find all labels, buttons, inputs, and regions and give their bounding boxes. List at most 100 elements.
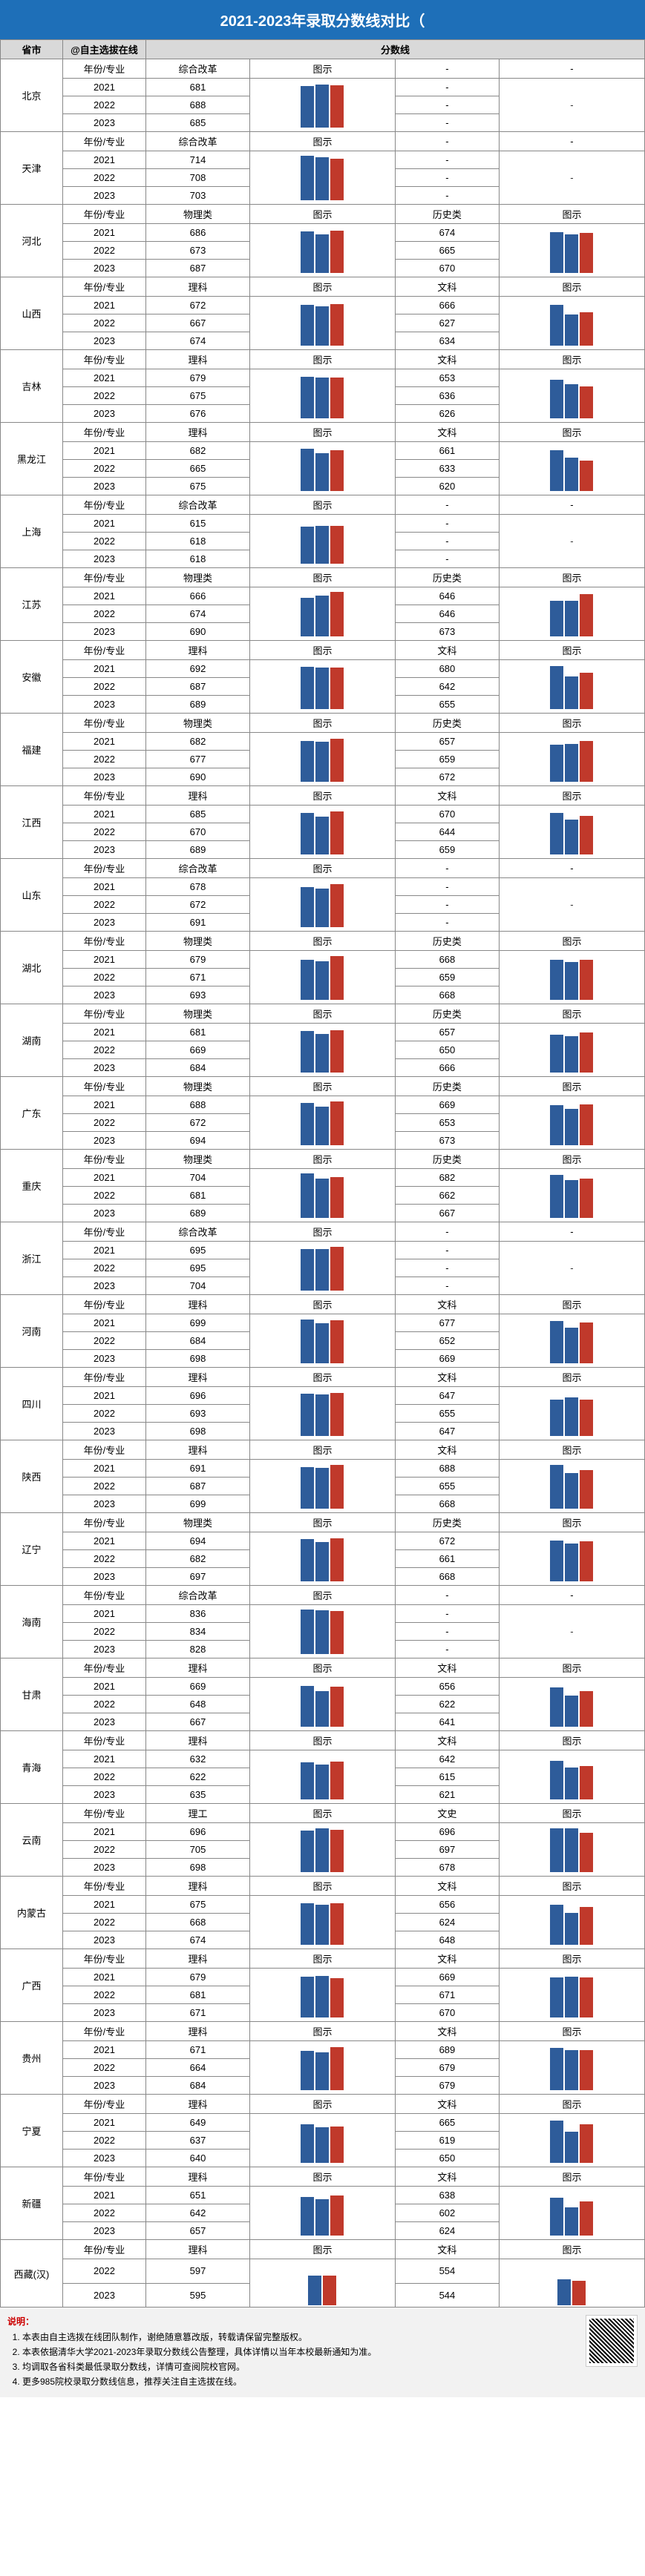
score2-cell: - <box>395 96 499 114</box>
score1-cell: 679 <box>145 951 249 969</box>
score2-cell: 636 <box>395 387 499 405</box>
chart2-header: 图示 <box>499 205 644 224</box>
score1-cell: 649 <box>145 2114 249 2132</box>
score2-cell: 655 <box>395 696 499 714</box>
province-cell: 内蒙古 <box>1 1877 63 1949</box>
year-cell: 2023 <box>62 1641 145 1658</box>
province-cell: 青海 <box>1 1731 63 1804</box>
chart1-header: 图示 <box>249 2240 395 2259</box>
year-cell: 2021 <box>62 2041 145 2059</box>
score2-cell: - <box>395 1605 499 1623</box>
year-cell: 2022 <box>62 1187 145 1205</box>
chart2-header: - <box>499 132 644 151</box>
year-major-header: 年份/专业 <box>62 1731 145 1750</box>
year-cell: 2023 <box>62 1205 145 1222</box>
score2-cell: 634 <box>395 332 499 350</box>
score1-cell: 666 <box>145 587 249 605</box>
score2-cell: 655 <box>395 1478 499 1495</box>
score1-cell: 678 <box>145 878 249 896</box>
score2-cell: 697 <box>395 1841 499 1859</box>
province-cell: 四川 <box>1 1368 63 1440</box>
chart1-cell <box>249 1750 395 1804</box>
score2-cell: - <box>395 550 499 568</box>
year-major-header: 年份/专业 <box>62 641 145 660</box>
footer-notes: 本表由自主选拨在线团队制作，谢绝随意篡改版，转载请保留完整版权。本表依据清华大学… <box>22 2330 638 2388</box>
year-cell: 2021 <box>62 951 145 969</box>
score1-cell: 657 <box>145 2222 249 2240</box>
score2-cell: 696 <box>395 1823 499 1841</box>
year-cell: 2022 <box>62 1914 145 1931</box>
chart1-cell <box>249 1096 395 1150</box>
year-cell: 2023 <box>62 1931 145 1949</box>
score2-cell: 642 <box>395 678 499 696</box>
chart1-header: 图示 <box>249 859 395 878</box>
score1-cell: 704 <box>145 1169 249 1187</box>
chart1-cell <box>249 1896 395 1949</box>
score2-cell: - <box>395 1623 499 1641</box>
major1-header: 理科 <box>145 2167 249 2187</box>
chart1-cell <box>249 2187 395 2240</box>
chart2-cell <box>499 2259 644 2307</box>
chart1-cell <box>249 1242 395 1295</box>
chart2-header: 图示 <box>499 714 644 733</box>
score1-cell: 690 <box>145 623 249 641</box>
major1-header: 理科 <box>145 1658 249 1678</box>
score2-cell: - <box>395 515 499 533</box>
chart2-cell <box>499 1750 644 1804</box>
score1-cell: 622 <box>145 1768 249 1786</box>
score2-cell: 642 <box>395 1750 499 1768</box>
year-major-header: 年份/专业 <box>62 859 145 878</box>
year-major-header: 年份/专业 <box>62 1586 145 1605</box>
score1-cell: 635 <box>145 1786 249 1804</box>
major1-header: 理科 <box>145 423 249 442</box>
chart1-header: 图示 <box>249 1586 395 1605</box>
major2-header: 文科 <box>395 786 499 806</box>
score2-cell: 656 <box>395 1896 499 1914</box>
year-cell: 2021 <box>62 369 145 387</box>
year-major-header: 年份/专业 <box>62 2022 145 2041</box>
score2-cell: 602 <box>395 2204 499 2222</box>
score1-cell: 681 <box>145 79 249 96</box>
score1-cell: 699 <box>145 1314 249 1332</box>
chart2-cell: - <box>499 878 644 932</box>
major1-header: 综合改革 <box>145 59 249 79</box>
province-cell: 西藏(汉) <box>1 2240 63 2307</box>
score1-cell: 672 <box>145 297 249 314</box>
major1-header: 理科 <box>145 1731 249 1750</box>
year-cell: 2022 <box>62 605 145 623</box>
chart1-header: 图示 <box>249 132 395 151</box>
chart2-header: 图示 <box>499 1295 644 1314</box>
score1-cell: 691 <box>145 914 249 932</box>
chart1-header: 图示 <box>249 714 395 733</box>
chart2-header: 图示 <box>499 1804 644 1823</box>
major1-header: 物理类 <box>145 932 249 951</box>
score1-cell: 684 <box>145 1332 249 1350</box>
score2-cell: 679 <box>395 2077 499 2095</box>
footer-note: 均调取各省科类最低录取分数线，详情可查阅院校官网。 <box>22 2360 638 2374</box>
score2-cell: 668 <box>395 986 499 1004</box>
score2-cell: 638 <box>395 2187 499 2204</box>
major2-header: 历史类 <box>395 932 499 951</box>
score1-cell: 681 <box>145 1024 249 1041</box>
score1-cell: 687 <box>145 678 249 696</box>
chart1-cell <box>249 1169 395 1222</box>
score1-cell: 677 <box>145 751 249 768</box>
year-cell: 2022 <box>62 678 145 696</box>
year-cell: 2023 <box>62 260 145 277</box>
major2-header: - <box>395 1222 499 1242</box>
major2-header: 文科 <box>395 1295 499 1314</box>
year-major-header: 年份/专业 <box>62 1368 145 1387</box>
score2-cell: 682 <box>395 1169 499 1187</box>
chart2-cell <box>499 1314 644 1368</box>
score2-cell: - <box>395 878 499 896</box>
score1-cell: 688 <box>145 1096 249 1114</box>
major2-header: 文科 <box>395 1658 499 1678</box>
major1-header: 物理类 <box>145 1004 249 1024</box>
score2-cell: 653 <box>395 1114 499 1132</box>
year-cell: 2022 <box>62 533 145 550</box>
score1-cell: 667 <box>145 1713 249 1731</box>
year-cell: 2023 <box>62 768 145 786</box>
province-cell: 福建 <box>1 714 63 786</box>
major1-header: 综合改革 <box>145 859 249 878</box>
score1-cell: 665 <box>145 460 249 478</box>
